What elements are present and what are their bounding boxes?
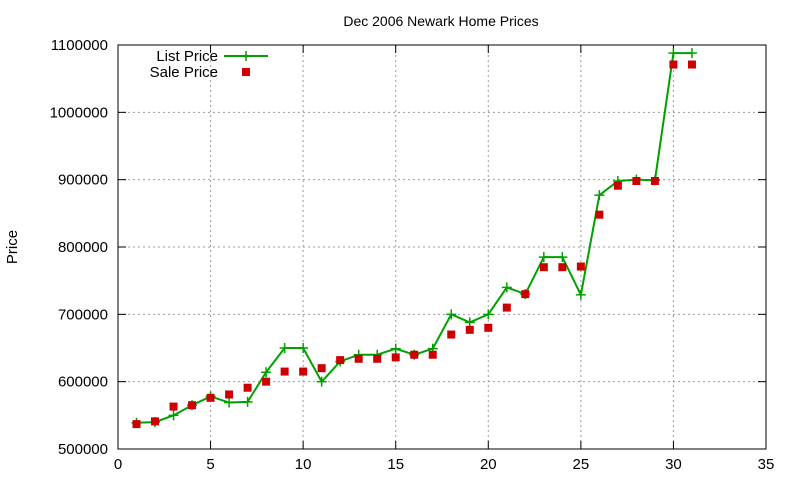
- grid-lines: [118, 45, 766, 449]
- y-tick-label: 600000: [58, 374, 108, 391]
- axis-ticks: [117, 44, 767, 450]
- sale-price-point: [447, 330, 456, 339]
- legend: List Price Sale Price: [150, 48, 268, 81]
- series-layer: [131, 48, 697, 429]
- sale-price-point: [687, 60, 696, 69]
- y-tick-label: 900000: [58, 172, 108, 189]
- legend-sale-price-label: Sale Price: [150, 64, 218, 81]
- list-price-point: [224, 397, 235, 408]
- y-tick-label: 700000: [58, 306, 108, 323]
- legend-sale-price-sample: [242, 68, 250, 76]
- y-tick-label: 800000: [58, 239, 108, 256]
- sale-price-point: [225, 390, 234, 399]
- sale-price-point: [669, 60, 678, 69]
- sale-price-point: [373, 354, 382, 363]
- x-tick-label: 20: [480, 456, 497, 473]
- y-tick-label: 500000: [58, 441, 108, 458]
- sale-price-point: [650, 177, 659, 186]
- x-tick-label: 5: [206, 456, 214, 473]
- legend-sale-marker: [242, 68, 250, 76]
- sale-price-point: [521, 290, 530, 299]
- sale-price-point: [465, 325, 474, 334]
- sale-price-point: [391, 353, 400, 362]
- list-price-point: [446, 309, 457, 320]
- legend-list-marker: [241, 51, 251, 61]
- list-price-point: [557, 252, 568, 263]
- sale-price-point: [539, 263, 548, 272]
- sale-price-point: [336, 356, 345, 365]
- list-price-point: [483, 309, 494, 320]
- sale-price-point: [151, 417, 160, 426]
- sale-price-point: [576, 262, 585, 271]
- y-tick-label: 1100000: [51, 37, 108, 54]
- sale-price-point: [206, 393, 215, 402]
- y-axis-label: Price: [4, 230, 21, 264]
- sale-price-point: [558, 263, 567, 272]
- list-price-point: [686, 48, 697, 59]
- list-price-point: [594, 190, 605, 201]
- list-price-point: [390, 343, 401, 354]
- sale-price-point: [169, 402, 178, 411]
- sale-price-point: [262, 377, 271, 386]
- sale-price-point: [632, 177, 641, 186]
- list-price-point: [168, 410, 179, 421]
- sale-price-point: [317, 364, 326, 373]
- sale-price-point: [410, 350, 419, 359]
- sale-price-point: [595, 210, 604, 219]
- x-tick-labels: 0 5 10 15 20 25 30 35: [114, 456, 775, 473]
- sale-price-point: [613, 181, 622, 190]
- sale-price-point: [502, 303, 511, 312]
- list-price-point: [242, 396, 253, 407]
- sale-price-point: [188, 401, 197, 410]
- sale-price-point: [354, 354, 363, 363]
- list-price-point: [464, 317, 475, 328]
- list-price-point: [575, 289, 586, 300]
- list-price-point: [279, 343, 290, 353]
- legend-list-price-label: List Price: [156, 48, 218, 65]
- sale-price-point: [280, 367, 289, 376]
- chart-title: Dec 2006 Newark Home Prices: [343, 13, 538, 29]
- list-price-point: [668, 48, 679, 59]
- sale-price-point: [243, 383, 252, 392]
- sale-price-point: [484, 323, 493, 332]
- y-tick-labels: 500000 600000 700000 800000 900000 1000000 110…: [50, 37, 108, 458]
- sale-price-point: [132, 420, 141, 429]
- x-tick-label: 25: [573, 456, 590, 473]
- x-tick-label: 10: [295, 456, 312, 473]
- y-tick-label: 1000000: [50, 104, 108, 121]
- x-tick-label: 30: [665, 456, 682, 473]
- list-price-point: [501, 282, 512, 293]
- list-price-point: [538, 252, 549, 263]
- sale-price-point: [299, 367, 308, 376]
- x-tick-label: 0: [114, 456, 122, 473]
- list-price-point: [261, 367, 272, 378]
- sale-price-point: [428, 350, 437, 359]
- x-tick-label: 35: [758, 456, 775, 473]
- list-price-point: [316, 376, 327, 387]
- x-tick-label: 15: [387, 456, 404, 473]
- list-price-line: [136, 52, 692, 424]
- legend-list-price-sample: [224, 51, 268, 61]
- list-price-point: [298, 343, 309, 353]
